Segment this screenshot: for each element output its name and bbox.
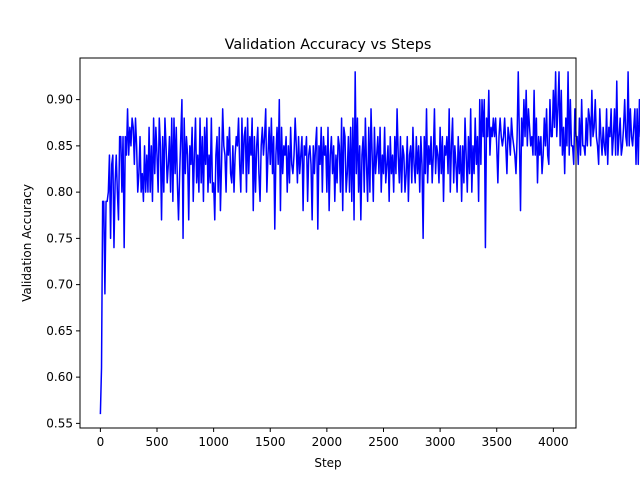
axis-ticks: 0 500 1000 1500 2000 2500 3000 3500 4000 0.55 0.60… <box>46 93 568 449</box>
y-tick-label: 0.70 <box>46 278 73 292</box>
x-tick-label: 2500 <box>368 435 399 449</box>
x-tick-label: 4000 <box>538 435 569 449</box>
x-tick-label: 0 <box>97 435 105 449</box>
chart-title: Validation Accuracy vs Steps <box>225 37 432 53</box>
x-tick-label: 1500 <box>255 435 286 449</box>
plot-frame <box>79 57 577 429</box>
y-tick-label: 0.75 <box>46 231 73 245</box>
x-tick-label: 2000 <box>312 435 343 449</box>
y-tick-label: 0.80 <box>46 185 73 199</box>
y-tick-label: 0.85 <box>46 139 73 153</box>
y-tick-label: 0.90 <box>46 93 73 107</box>
y-tick-label: 0.65 <box>46 324 73 338</box>
y-axis-label: Validation Accuracy <box>20 184 34 302</box>
plot-series <box>99 71 640 415</box>
x-tick-label: 3000 <box>425 435 456 449</box>
x-tick-label: 500 <box>146 435 169 449</box>
y-tick-label: 0.55 <box>46 416 73 430</box>
x-tick-label: 3500 <box>481 435 512 449</box>
x-tick-label: 1000 <box>198 435 229 449</box>
series-line <box>99 71 640 415</box>
x-axis-label: Step <box>314 456 341 470</box>
y-tick-label: 0.60 <box>46 370 73 384</box>
